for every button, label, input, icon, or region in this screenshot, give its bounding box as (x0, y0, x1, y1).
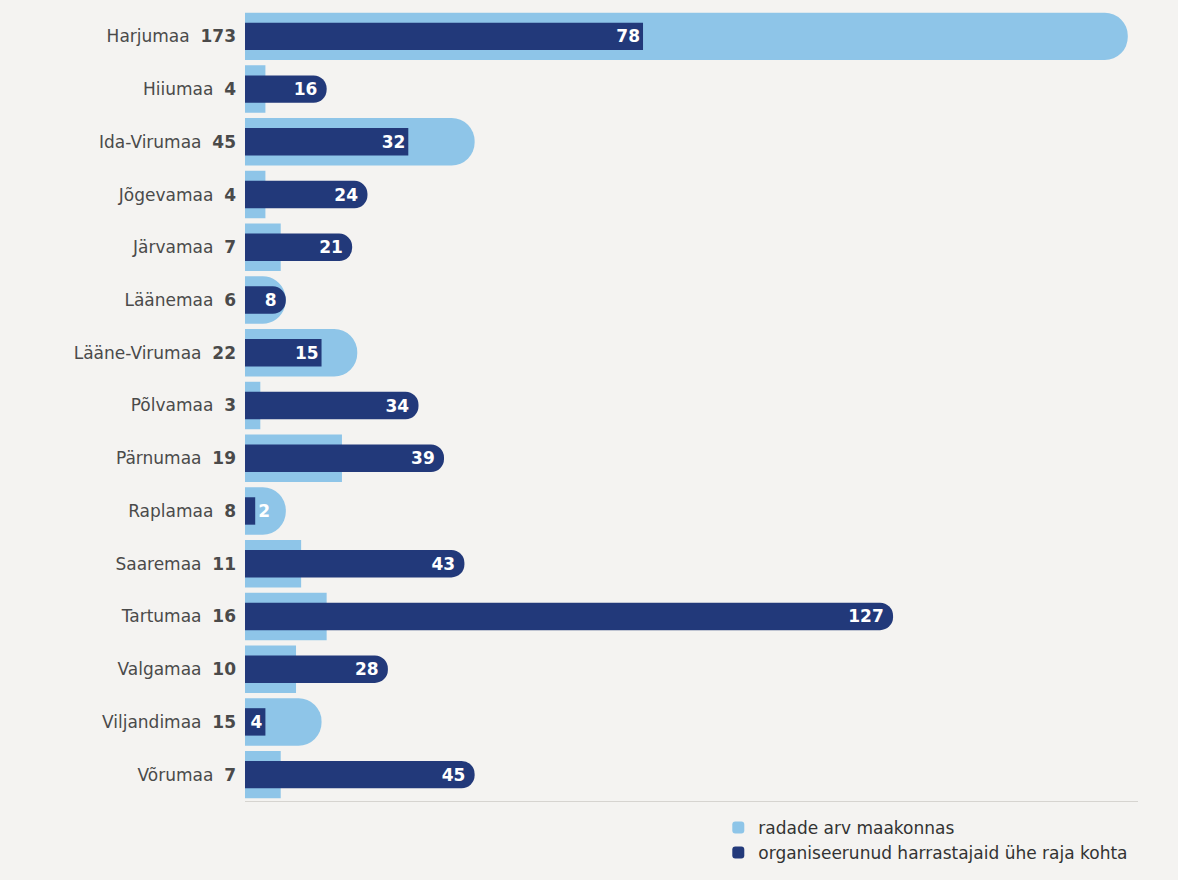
svg-text:39: 39 (411, 448, 435, 468)
svg-text:Valgamaa 10: Valgamaa 10 (117, 659, 236, 679)
svg-text:21: 21 (319, 237, 343, 257)
svg-text:34: 34 (385, 396, 409, 416)
svg-text:2: 2 (258, 501, 270, 521)
svg-text:43: 43 (431, 554, 455, 574)
svg-text:Pärnumaa 19: Pärnumaa 19 (116, 448, 236, 468)
svg-text:Ida-Virumaa 45: Ida-Virumaa 45 (99, 132, 236, 152)
svg-text:Viljandimaa 15: Viljandimaa 15 (102, 712, 236, 732)
svg-text:24: 24 (334, 185, 358, 205)
svg-text:Raplamaa 8: Raplamaa 8 (128, 501, 236, 521)
svg-text:4: 4 (250, 712, 262, 732)
svg-text:78: 78 (616, 26, 640, 46)
svg-text:organiseerunud harrastajaid üh: organiseerunud harrastajaid ühe raja koh… (758, 843, 1127, 863)
svg-text:Saaremaa 11: Saaremaa 11 (115, 554, 236, 574)
svg-text:8: 8 (265, 290, 277, 310)
svg-text:Lääne-Virumaa 22: Lääne-Virumaa 22 (74, 343, 236, 363)
svg-text:Jõgevamaa 4: Jõgevamaa 4 (118, 185, 236, 205)
svg-text:32: 32 (382, 132, 406, 152)
svg-text:15: 15 (295, 343, 319, 363)
svg-text:45: 45 (442, 765, 466, 785)
svg-text:Läänemaa 6: Läänemaa 6 (124, 290, 236, 310)
svg-text:127: 127 (848, 606, 884, 626)
svg-text:16: 16 (294, 79, 318, 99)
svg-text:Hiiumaa 4: Hiiumaa 4 (143, 79, 236, 99)
svg-text:Harjumaa 173: Harjumaa 173 (107, 26, 236, 46)
svg-text:Põlvamaa 3: Põlvamaa 3 (131, 395, 236, 415)
svg-text:Võrumaa 7: Võrumaa 7 (137, 765, 236, 785)
svg-text:28: 28 (355, 659, 379, 679)
svg-text:Tartumaa 16: Tartumaa 16 (121, 606, 236, 626)
svg-text:Järvamaa 7: Järvamaa 7 (132, 237, 236, 257)
svg-text:radade arv maakonnas: radade arv maakonnas (758, 818, 954, 838)
